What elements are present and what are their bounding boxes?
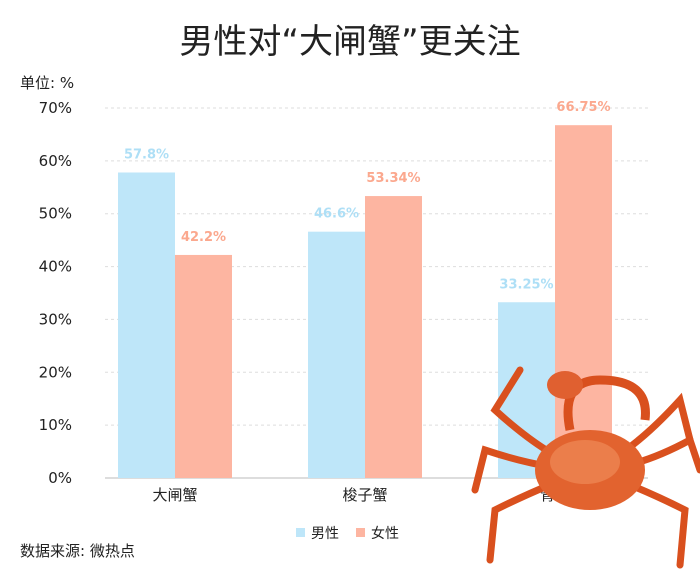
- legend-swatch: [296, 528, 305, 537]
- bar: [555, 125, 612, 478]
- data-label: 53.34%: [366, 171, 420, 186]
- legend-swatch: [356, 528, 365, 537]
- data-label: 46.6%: [314, 207, 359, 222]
- y-tick-label: 60%: [39, 152, 72, 170]
- source-label: 数据来源: 微热点: [20, 542, 135, 560]
- crab-illustration-icon: [471, 366, 700, 569]
- y-tick-label: 70%: [39, 99, 72, 117]
- data-label: 33.25%: [499, 277, 553, 292]
- unit-label: 单位: %: [20, 74, 75, 92]
- bar: [365, 196, 422, 478]
- bar: [175, 254, 232, 478]
- legend-label: 女性: [371, 525, 399, 542]
- legend-label: 男性: [311, 526, 339, 542]
- x-tick-label: 大闸蟹: [152, 486, 197, 504]
- y-tick-label: 50%: [39, 205, 72, 223]
- x-tick-label: 梭子蟹: [342, 486, 387, 504]
- data-label: 66.75%: [556, 100, 610, 115]
- data-label: 42.2%: [181, 230, 226, 245]
- y-tick-label: 0%: [48, 469, 72, 487]
- chart-title: 男性对“大闸蟹”更关注: [179, 22, 521, 62]
- data-label: 57.8%: [124, 147, 169, 162]
- crab-claw: [547, 371, 583, 399]
- y-tick-label: 40%: [39, 258, 72, 276]
- bar: [118, 172, 175, 478]
- y-tick-label: 20%: [39, 363, 72, 381]
- y-tick-label: 10%: [39, 416, 72, 434]
- y-tick-label: 30%: [39, 310, 72, 328]
- crab-shell-highlight: [550, 440, 620, 484]
- crab-claw: [563, 375, 650, 431]
- bar: [308, 231, 365, 478]
